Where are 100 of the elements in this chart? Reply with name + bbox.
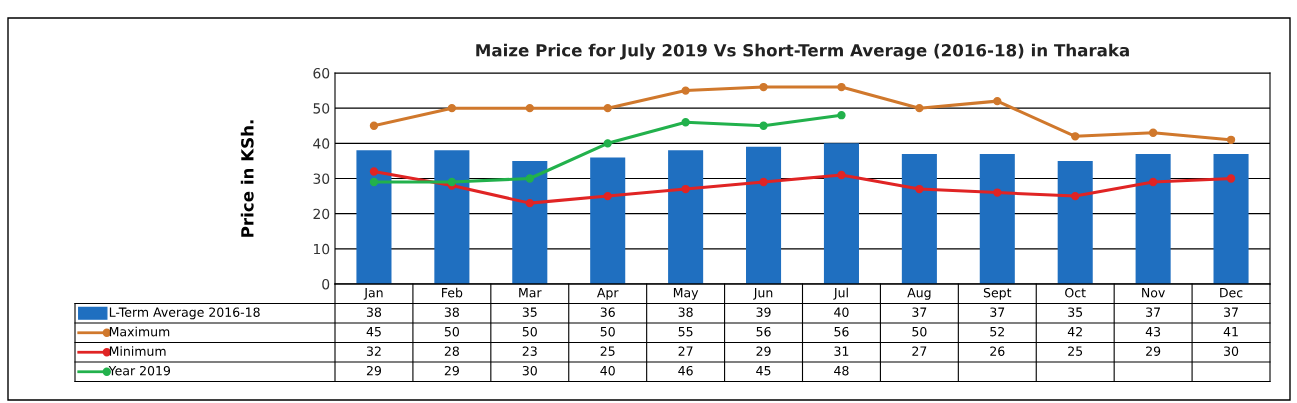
data-label: 32 (366, 346, 381, 356)
bar (1213, 153, 1249, 284)
point (759, 121, 768, 130)
point (915, 103, 924, 113)
x-tick-label: Mar (519, 288, 542, 298)
bar (979, 153, 1015, 284)
point (1071, 132, 1080, 141)
x-tick-label: Jul (833, 287, 848, 300)
data-label: 45 (756, 366, 771, 376)
data-label: 30 (1224, 346, 1239, 356)
x-tick-label: Jan (363, 288, 383, 300)
data-label: 50 (912, 326, 927, 337)
point (1226, 174, 1236, 183)
data-label: 37 (1146, 307, 1161, 317)
data-label: 38 (678, 307, 693, 317)
point (759, 177, 768, 187)
bar (746, 146, 782, 284)
point (369, 121, 379, 130)
chart-title: Maize Price for July 2019 Vs Short-Term Average (2016-18) in Tharaka (476, 43, 1129, 60)
data-label: 31 (834, 346, 849, 356)
point (1071, 191, 1080, 201)
y-tick-label: 10 (313, 243, 330, 255)
data-label: 56 (756, 326, 771, 337)
x-tick-label: Dec (1220, 288, 1243, 298)
bar (590, 157, 626, 284)
legend-label: Maximum (109, 326, 170, 337)
data-label: 36 (600, 307, 615, 317)
bar (512, 160, 548, 284)
point (1148, 177, 1158, 187)
point (915, 184, 924, 194)
bar (434, 150, 470, 284)
data-label: 46 (678, 365, 693, 376)
data-label: 55 (678, 327, 693, 337)
x-tick-label: Feb (442, 287, 463, 298)
legend-label: Minimum (109, 346, 166, 356)
y-tick-label: 30 (313, 173, 330, 184)
data-label: 38 (366, 307, 382, 317)
data-label: 37 (990, 307, 1005, 317)
bar (356, 150, 392, 284)
data-label: 38 (444, 307, 459, 317)
y-tick-label: 50 (313, 103, 330, 114)
x-tick-label: Apr (596, 288, 619, 300)
point (525, 103, 534, 113)
data-label: 50 (600, 326, 615, 337)
x-tick-label: Aug (907, 288, 931, 300)
point (993, 188, 1002, 197)
bar (1135, 153, 1171, 284)
point (603, 191, 612, 201)
data-label: 25 (1068, 346, 1083, 356)
bar (823, 143, 859, 284)
x-tick-label: Oct (1065, 287, 1086, 298)
point (759, 82, 768, 92)
data-label: 43 (1145, 326, 1161, 337)
point (993, 96, 1002, 106)
data-label: 45 (366, 327, 381, 337)
data-label: 50 (522, 326, 537, 337)
data-label: 40 (834, 307, 849, 317)
data-label: 40 (600, 365, 615, 376)
point (525, 198, 534, 208)
data-label: 27 (678, 346, 693, 356)
data-label: 56 (834, 326, 849, 337)
data-label: 37 (912, 307, 927, 317)
legend-label: Year 2019 (108, 365, 171, 376)
y-tick-label: 40 (313, 138, 330, 149)
data-label: 42 (1067, 326, 1082, 337)
point (681, 184, 690, 194)
bar (901, 153, 937, 284)
point (837, 111, 846, 120)
data-label: 25 (600, 346, 615, 356)
y-tick-label: 0 (322, 278, 330, 290)
data-label: 30 (522, 365, 537, 376)
point (837, 170, 846, 180)
point (1226, 135, 1236, 144)
data-label: 37 (1224, 307, 1238, 317)
data-label: 26 (990, 346, 1005, 356)
data-label: 29 (756, 346, 771, 356)
point (1148, 128, 1158, 137)
data-label: 23 (522, 346, 537, 356)
data-label: 35 (522, 307, 537, 317)
data-label: 28 (444, 346, 459, 356)
point (681, 86, 690, 95)
x-tick-label: Nov (1142, 288, 1165, 298)
point (681, 118, 690, 127)
data-label: 29 (366, 365, 382, 376)
point (525, 174, 534, 183)
point (369, 177, 379, 187)
data-label: 48 (834, 365, 849, 376)
y-tick-label: 60 (313, 67, 330, 79)
point (837, 82, 846, 92)
data-label: 29 (1146, 346, 1161, 356)
x-tick-label: Jun (753, 288, 773, 300)
data-label: 50 (444, 326, 459, 337)
bar (668, 150, 704, 284)
x-tick-label: May (673, 288, 699, 300)
x-tick-label: Sept (983, 287, 1012, 300)
y-axis-title: Price in KSh. (240, 120, 254, 237)
point (369, 167, 379, 176)
bar (1057, 160, 1093, 284)
point (447, 103, 457, 113)
data-label: 39 (756, 307, 771, 317)
